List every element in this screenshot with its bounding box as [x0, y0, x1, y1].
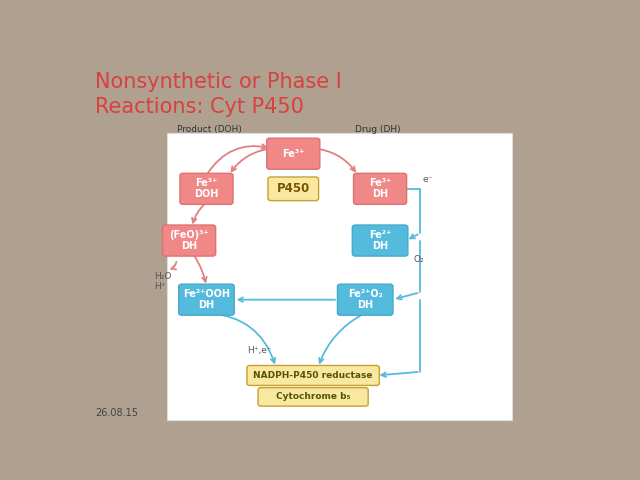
Text: P450: P450: [276, 182, 310, 195]
Text: 26.08.15: 26.08.15: [95, 408, 138, 418]
Text: H₂O
H⁺: H₂O H⁺: [154, 272, 172, 291]
Text: Drug (DH): Drug (DH): [355, 125, 401, 134]
Text: H⁺,e⁻: H⁺,e⁻: [247, 346, 272, 355]
FancyBboxPatch shape: [167, 133, 511, 420]
Text: O₂: O₂: [413, 254, 424, 264]
FancyBboxPatch shape: [352, 225, 408, 256]
Text: Fe³⁺
DH: Fe³⁺ DH: [369, 178, 391, 199]
Text: Fe²⁺O₂
DH: Fe²⁺O₂ DH: [348, 289, 383, 310]
FancyBboxPatch shape: [268, 177, 319, 201]
FancyBboxPatch shape: [258, 388, 368, 406]
FancyBboxPatch shape: [163, 225, 216, 256]
FancyBboxPatch shape: [179, 284, 234, 315]
Text: Fe²⁺OOH
DH: Fe²⁺OOH DH: [183, 289, 230, 310]
Text: Nonsynthetic or Phase I
Reactions: Cyt P450: Nonsynthetic or Phase I Reactions: Cyt P…: [95, 72, 342, 117]
FancyBboxPatch shape: [267, 138, 320, 169]
Text: e⁻: e⁻: [422, 175, 433, 184]
FancyBboxPatch shape: [180, 173, 233, 204]
FancyBboxPatch shape: [247, 365, 380, 385]
Text: Product (DOH): Product (DOH): [177, 125, 241, 134]
Text: NADPH-P450 reductase: NADPH-P450 reductase: [253, 371, 373, 380]
Text: Fe²⁺
DH: Fe²⁺ DH: [369, 230, 391, 251]
Text: Fe³⁺
DOH: Fe³⁺ DOH: [195, 178, 219, 199]
FancyBboxPatch shape: [337, 284, 393, 315]
Text: (FeO)³⁺
DH: (FeO)³⁺ DH: [170, 230, 209, 251]
Text: Fe³⁺: Fe³⁺: [282, 149, 305, 159]
FancyBboxPatch shape: [353, 173, 406, 204]
Text: Cytochrome b₅: Cytochrome b₅: [276, 392, 350, 401]
